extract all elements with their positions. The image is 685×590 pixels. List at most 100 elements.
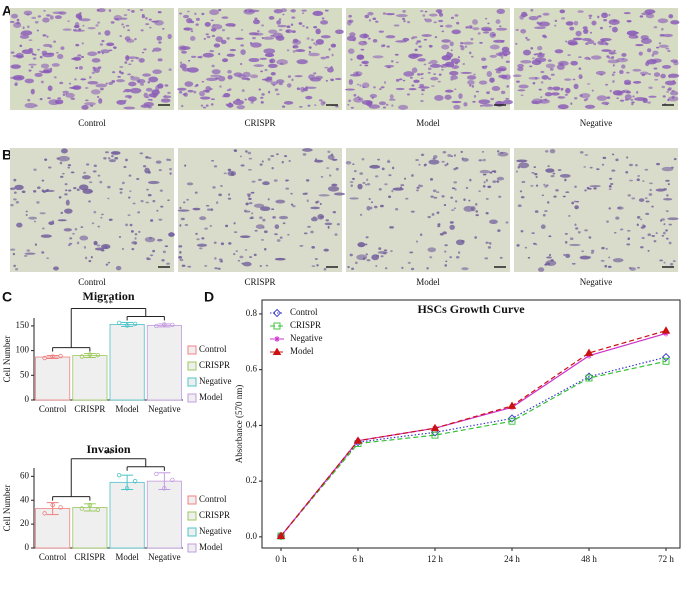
cell xyxy=(659,34,665,37)
cell xyxy=(610,56,614,60)
legend-swatch xyxy=(187,377,197,387)
cell xyxy=(147,193,152,197)
cell xyxy=(280,62,284,65)
cell xyxy=(548,77,552,81)
cell xyxy=(673,157,677,161)
cell xyxy=(215,36,223,43)
cell xyxy=(663,198,673,201)
cell xyxy=(16,21,21,25)
cell xyxy=(622,89,630,93)
cell xyxy=(606,55,610,58)
cell xyxy=(429,178,434,181)
cell xyxy=(68,242,73,245)
cell xyxy=(616,97,619,100)
cell xyxy=(324,222,333,226)
cell xyxy=(477,32,481,35)
cell xyxy=(444,94,452,100)
cell xyxy=(567,39,578,46)
cell xyxy=(481,65,485,68)
cell xyxy=(505,97,510,100)
cell xyxy=(178,245,183,248)
cell xyxy=(506,85,510,88)
cell xyxy=(184,164,187,167)
cell xyxy=(624,94,632,101)
cell xyxy=(627,237,631,241)
cell xyxy=(303,232,308,235)
cell xyxy=(372,39,378,43)
cell xyxy=(388,98,396,101)
cell xyxy=(667,49,671,53)
cell xyxy=(571,262,576,265)
cell xyxy=(97,66,102,69)
cell xyxy=(366,182,371,186)
cell xyxy=(584,189,587,192)
cell xyxy=(205,33,209,36)
cell xyxy=(524,246,528,249)
cell xyxy=(90,256,93,259)
cell xyxy=(575,30,582,37)
cell xyxy=(199,96,211,100)
bar xyxy=(109,324,145,401)
cell xyxy=(324,9,329,12)
cell xyxy=(233,231,238,234)
cell xyxy=(282,13,285,16)
cell xyxy=(400,184,405,187)
cell xyxy=(20,32,23,35)
cell xyxy=(648,73,652,76)
cell xyxy=(628,163,633,167)
cell xyxy=(145,87,153,92)
cell xyxy=(456,21,460,25)
y-tick-label: 20 xyxy=(20,518,30,528)
cell xyxy=(246,193,251,196)
cell xyxy=(73,28,77,32)
cell xyxy=(469,26,473,29)
cell xyxy=(295,49,306,52)
y-tick-label: 100 xyxy=(16,345,30,355)
cell xyxy=(250,101,254,104)
cell xyxy=(67,189,72,192)
cell xyxy=(421,34,433,37)
cell xyxy=(574,223,577,226)
cell xyxy=(47,166,52,169)
cell xyxy=(262,36,275,40)
panel-label: D xyxy=(204,289,214,305)
cell xyxy=(460,150,463,154)
cell xyxy=(427,247,437,253)
cell xyxy=(482,173,487,176)
cell xyxy=(380,44,384,48)
cell xyxy=(281,105,286,108)
cell xyxy=(418,86,430,89)
cell xyxy=(274,257,286,261)
cell xyxy=(647,233,652,237)
cell xyxy=(67,244,71,247)
cell xyxy=(128,63,132,66)
cell xyxy=(472,19,479,25)
cell xyxy=(640,218,643,221)
cell xyxy=(248,168,252,171)
cell xyxy=(34,20,39,24)
cell xyxy=(196,243,208,247)
cell xyxy=(30,66,34,69)
cell xyxy=(141,51,145,54)
cell xyxy=(574,185,577,189)
cell xyxy=(484,17,488,20)
cell xyxy=(470,206,476,212)
cell xyxy=(517,204,522,208)
cell xyxy=(378,188,382,191)
cell xyxy=(589,31,593,34)
cell xyxy=(635,44,644,47)
cell xyxy=(489,31,496,38)
cell xyxy=(411,84,415,87)
cell xyxy=(550,73,555,76)
cell xyxy=(258,88,261,91)
cell xyxy=(473,73,476,76)
cell xyxy=(616,57,628,63)
cell xyxy=(645,212,650,215)
cell xyxy=(263,48,276,54)
cell xyxy=(305,179,310,182)
cell xyxy=(24,78,35,84)
cell xyxy=(261,160,264,163)
cell xyxy=(314,43,318,46)
data-point xyxy=(116,320,122,326)
cell xyxy=(88,181,93,184)
